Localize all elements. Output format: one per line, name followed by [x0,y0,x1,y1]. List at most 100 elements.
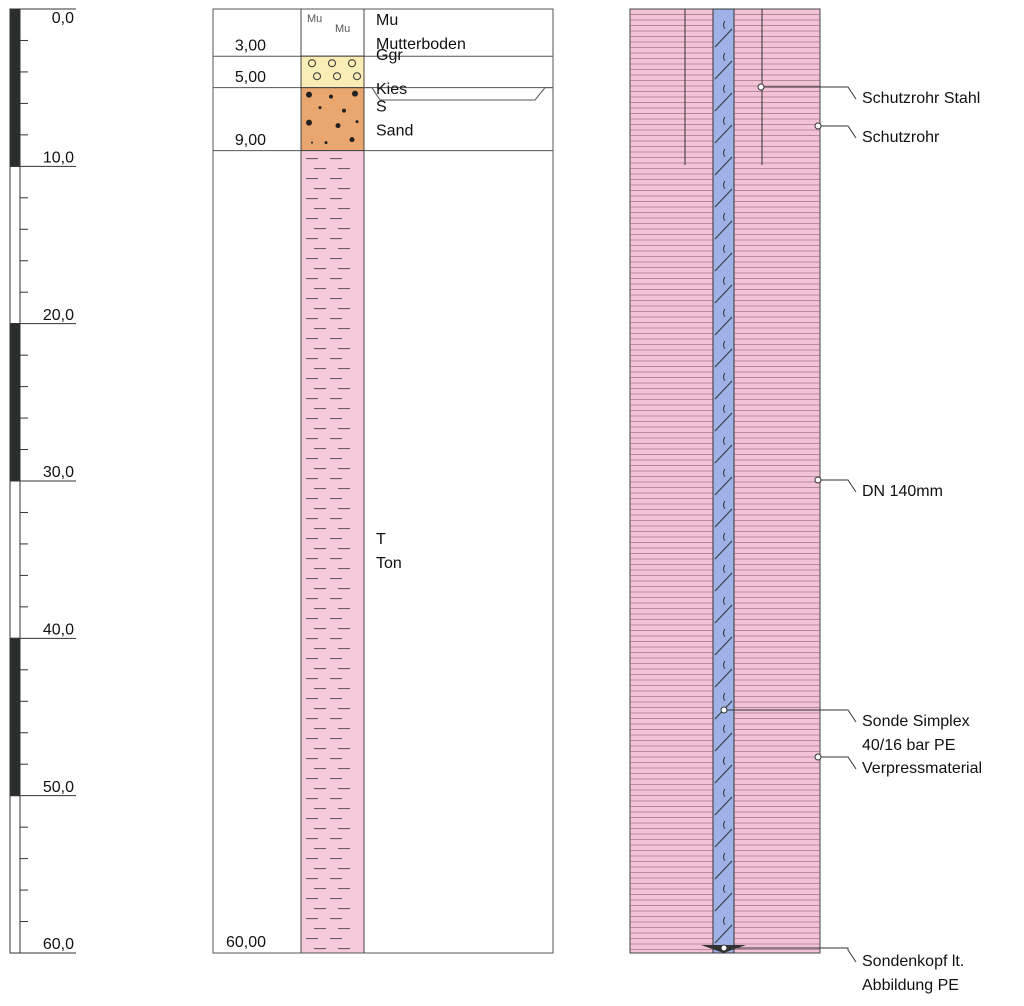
pipe-mark [723,372,726,382]
pipe-hatch [714,572,733,592]
pipe-mark [723,244,726,254]
leader-point [814,753,822,761]
gravel [353,72,361,81]
leader-point [814,476,822,484]
annotation-text: 40/16 bar PE [862,737,955,754]
layer-fill [300,150,365,954]
annotation-text: Sonde Simplex [862,713,970,730]
layer-pattern [306,158,350,950]
pipe-mark [723,468,726,478]
pattern-symbol: Mu [307,13,322,25]
sand-dot [335,123,341,129]
pipe-hatch [714,604,733,624]
scale-segment [9,637,21,797]
leader-line [818,479,857,493]
pipe-hatch [714,636,733,656]
sand-dot [324,141,328,145]
gravel [308,59,316,68]
pipe-mark [723,180,726,190]
pipe-mark [723,724,726,734]
pipe-mark [723,340,726,350]
scale-segment [9,480,21,639]
gravel [333,72,341,81]
pipe-mark [723,212,726,222]
annotation-text: Schutzrohr [862,129,940,146]
pipe-mark [723,532,726,542]
pipe-hatch [714,284,733,304]
pipe-hatch [714,444,733,464]
pipe-mark [723,820,726,830]
pipe-mark [723,308,726,318]
pipe-mark [723,20,726,30]
scale-segment [9,165,21,325]
scale-segment [9,795,21,954]
pipe-mark [723,116,726,126]
layer-bottom-depth: 9,00 [235,132,266,149]
layer-name: Ton [376,555,402,572]
layer-bottom-depth: 5,00 [235,69,266,86]
pipe-mark [723,884,726,894]
layer-bottom-depth: 60,00 [226,934,266,951]
leader-line [818,756,857,770]
sand-dot [355,120,359,124]
annotation-text: Verpressmaterial [862,760,982,777]
pipe-mark [723,916,726,926]
pipe-hatch [714,92,733,112]
depth-label: 30,0 [43,464,74,481]
pipe-mark [723,852,726,862]
layer-name: Sand [376,122,413,139]
pipe-hatch [714,924,733,944]
pipe-mark [723,660,726,670]
annotation-text: DN 140mm [862,483,943,500]
scale-segment [9,8,21,167]
pipe-mark [723,436,726,446]
depth-label: 10,0 [43,150,74,167]
pipe-hatch [714,380,733,400]
log-frame [212,8,554,954]
pipe-mark [723,84,726,94]
sand-dot [318,106,322,110]
annotation-text: Schutzrohr Stahl [862,90,980,107]
sand-dot [349,137,355,143]
gravel [313,72,321,81]
sand-dot [342,108,346,113]
pipe-mark [723,628,726,638]
layer-code: Ggr [376,47,403,64]
pipe-hatch [714,220,733,240]
pipe-mark [723,756,726,766]
leader-line [724,947,857,963]
pipe-hatch [714,796,733,816]
layer-bottom-depth: 3,00 [235,37,266,54]
pipe-hatch [714,476,733,496]
leader-point [757,83,765,91]
pipe-hatch [714,348,733,368]
sand-dot [306,119,312,126]
leader-line [818,125,857,139]
pipe-hatch [714,860,733,880]
pipe-mark [723,788,726,798]
leader-point [720,706,728,714]
gravel [348,59,356,68]
pipe-hatch [714,412,733,432]
layer-pattern: Mu Mu [307,13,350,35]
depth-label: 60,0 [43,936,74,953]
pipe-mark [723,500,726,510]
pipe-mark [723,404,726,414]
leader-point [814,122,822,130]
pipe-hatch [714,124,733,144]
pipe-hatch [714,188,733,208]
layer-pattern [306,90,359,145]
depth-label: 50,0 [43,779,74,796]
leader-line [724,709,857,723]
pipe-mark [723,276,726,286]
pipe-hatch [714,828,733,848]
pipe-mark [723,564,726,574]
pipe-mark [723,596,726,606]
depth-label: 0,0 [52,10,74,27]
grout-hatch [630,14,820,950]
layer-fill [300,8,365,57]
layer-code: Mu [376,12,398,29]
depth-label: 20,0 [43,307,74,324]
pipe-hatch [714,732,733,752]
